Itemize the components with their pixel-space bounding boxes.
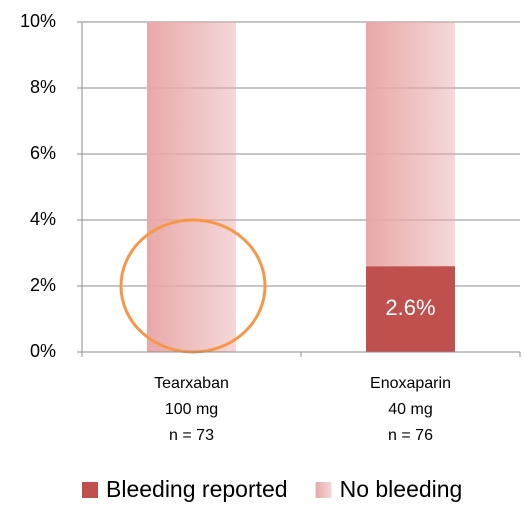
bars — [147, 22, 455, 352]
bar-segment — [366, 266, 455, 352]
x-tick-label: 40 mg — [388, 401, 432, 418]
x-tick-label: n = 73 — [169, 427, 214, 444]
legend-swatch — [82, 482, 98, 498]
foreground: 0% 2% 4% 6% 8% 10% Tearxaban 100 mg n = 73 Enoxap… — [20, 11, 521, 502]
y-tick-label: 8% — [30, 77, 56, 97]
x-tick-label: Tearxaban — [154, 375, 229, 392]
legend-label: No bleeding — [340, 476, 463, 502]
bar-segment — [366, 22, 455, 267]
y-tick-label: 0% — [30, 341, 56, 361]
value-label: 2.6% — [385, 295, 435, 320]
bar-segment — [147, 22, 236, 352]
y-tick-label: 4% — [30, 209, 56, 229]
x-tick-label: 100 mg — [165, 401, 218, 418]
y-tick-label: 6% — [30, 143, 56, 163]
y-tick-label: 2% — [30, 275, 56, 295]
y-tick-label: 10% — [20, 11, 56, 31]
x-tick-label: n = 76 — [388, 427, 433, 444]
legend-label: Bleeding reported — [106, 476, 288, 502]
x-tick-label: Enoxaparin — [370, 375, 451, 392]
legend-swatch — [315, 482, 332, 498]
